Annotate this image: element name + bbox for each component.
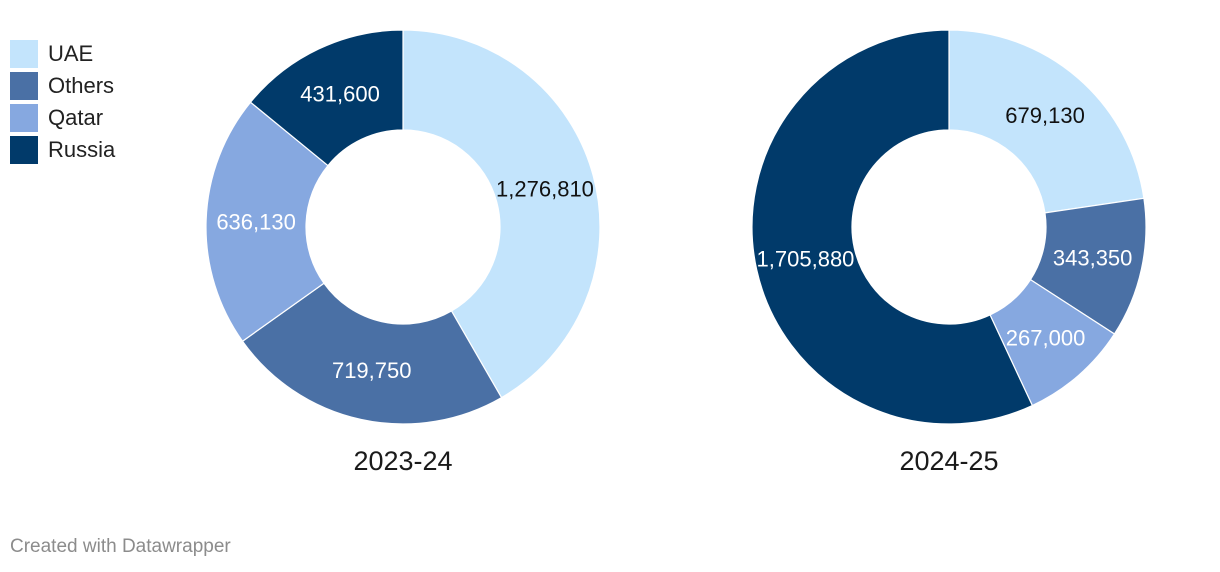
datawrapper-credit: Created with Datawrapper	[10, 536, 231, 557]
slice-others	[241, 282, 503, 425]
data-label-others: 719,750	[332, 358, 412, 383]
legend-swatch-others	[10, 72, 38, 100]
legend-item-qatar: Qatar	[10, 102, 115, 134]
chart-title: 2023-24	[353, 446, 452, 476]
donut-chart-2024-25: 679,130 343,350 267,000 1,705,880 2024-25	[751, 29, 1147, 476]
legend-label-uae: UAE	[48, 41, 94, 66]
chart-title: 2024-25	[899, 446, 998, 476]
data-label-russia: 1,705,880	[757, 246, 855, 271]
legend-item-russia: Russia	[10, 134, 115, 166]
legend-swatch-qatar	[10, 104, 38, 132]
slice-russia	[751, 29, 1034, 425]
data-label-qatar: 267,000	[1006, 325, 1086, 350]
donut-chart-2023-24: 1,276,810 719,750 636,130 431,600 2023-24	[205, 29, 601, 476]
data-label-russia: 431,600	[300, 82, 380, 107]
legend-label-qatar: Qatar	[48, 105, 104, 130]
slice-uae	[948, 29, 1145, 214]
data-label-uae: 679,130	[1005, 103, 1085, 128]
data-label-uae: 1,276,810	[496, 176, 594, 201]
legend-swatch-russia	[10, 136, 38, 164]
slice-qatar	[205, 101, 329, 343]
data-label-qatar: 636,130	[216, 210, 296, 235]
legend-item-others: Others	[10, 70, 115, 102]
legend-item-uae: UAE	[10, 38, 115, 70]
data-label-others: 343,350	[1053, 246, 1133, 271]
legend: UAE Others Qatar Russia	[10, 38, 115, 166]
slice-russia	[249, 29, 404, 167]
legend-swatch-uae	[10, 40, 38, 68]
slice-uae	[402, 29, 601, 399]
legend-label-russia: Russia	[48, 137, 116, 162]
legend-label-others: Others	[48, 73, 115, 98]
